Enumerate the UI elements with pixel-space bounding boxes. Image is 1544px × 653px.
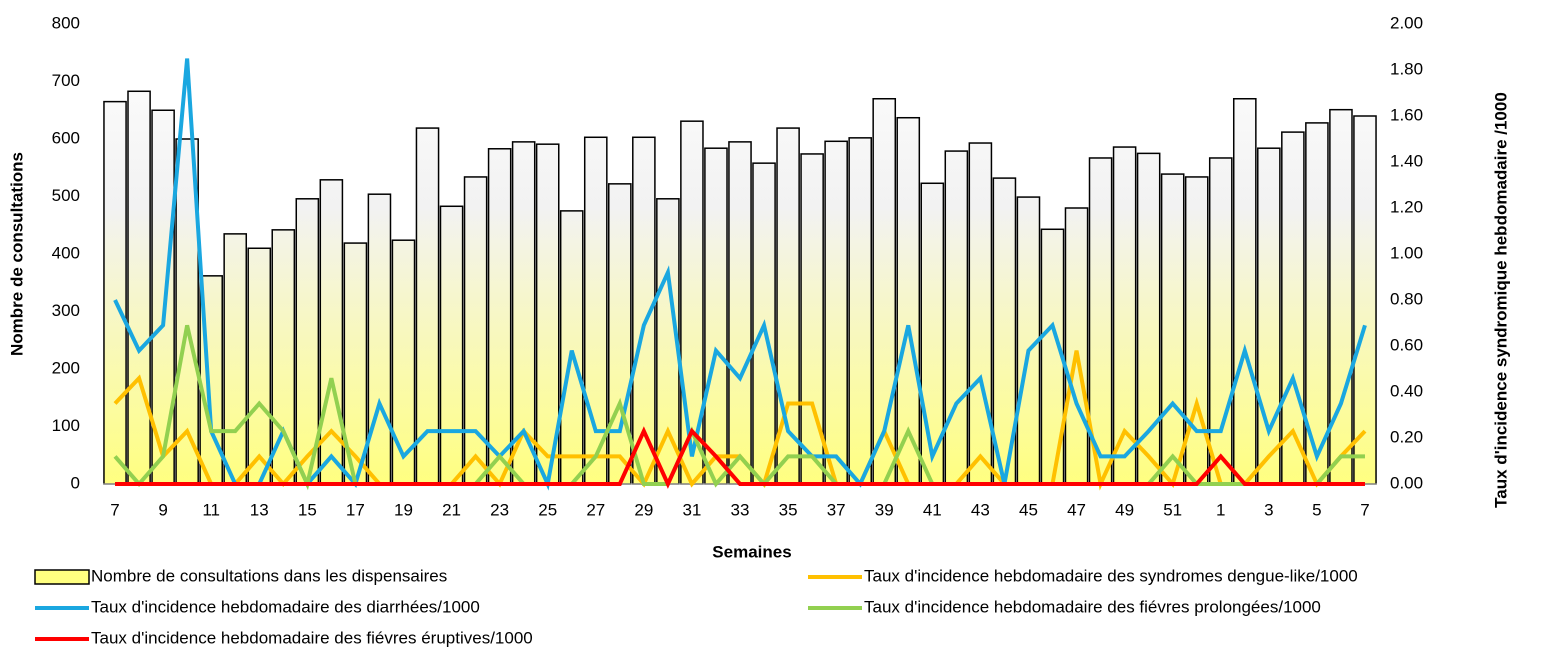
x-tick-label: 15	[298, 500, 317, 519]
x-tick-label: 51	[1163, 500, 1182, 519]
x-tick-label: 5	[1312, 500, 1321, 519]
y-tick-label: 100	[52, 416, 80, 435]
line	[113, 324, 1365, 491]
bar	[1160, 173, 1185, 485]
bar	[968, 142, 993, 485]
x-tick-label: 29	[634, 500, 653, 519]
x-tick-label: 21	[442, 500, 461, 519]
x-tick-label: 25	[538, 500, 557, 519]
y2-tick-label: 1.40	[1390, 151, 1423, 170]
bar	[1136, 152, 1161, 485]
bar	[824, 140, 848, 485]
x-tick-label: 23	[490, 500, 509, 519]
y-axis-title: Nombre de consultations	[7, 152, 26, 356]
bar	[944, 150, 969, 485]
legend-label: Taux d'incidence hebdomadaire des fiévre…	[864, 597, 1321, 616]
x-tick-label: 45	[1019, 500, 1038, 519]
legend-label: Nombre de consultations dans les dispens…	[91, 566, 447, 585]
bar	[1329, 108, 1353, 485]
bar	[103, 100, 127, 485]
bar	[704, 147, 728, 485]
bar	[1353, 115, 1377, 485]
legend-label: Taux d'incidence hebdomadaire des fiévre…	[91, 628, 533, 647]
x-tick-label: 11	[202, 500, 220, 519]
x-tick-label: 37	[827, 500, 846, 519]
x-tick-label: 47	[1067, 500, 1086, 519]
x-tick-label: 43	[971, 500, 990, 519]
y2-tick-label: 0.40	[1390, 381, 1423, 400]
y2-tick-label: 2.00	[1390, 13, 1423, 32]
x-tick-label: 33	[731, 500, 750, 519]
x-tick-label: 41	[923, 500, 942, 519]
x-tick-label: 17	[346, 500, 365, 519]
y-tick-label: 800	[52, 13, 80, 32]
y-tick-label: 700	[52, 71, 80, 90]
bar	[848, 137, 872, 485]
bar	[247, 247, 272, 485]
x-tick-label: 31	[682, 500, 701, 519]
x-tick-label: 27	[586, 500, 605, 519]
y-tick-label: 0	[71, 473, 80, 492]
legend-label: Taux d'incidence hebdomadaire des syndro…	[864, 566, 1358, 585]
bar	[1184, 176, 1209, 485]
y2-tick-label: 1.80	[1390, 59, 1423, 78]
x-tick-label: 7	[110, 500, 119, 519]
x-tick-label: 19	[394, 500, 413, 519]
y-tick-label: 600	[52, 128, 80, 147]
bar	[223, 233, 248, 485]
y2-tick-label: 0.60	[1390, 335, 1423, 354]
x-tick-label: 9	[158, 500, 167, 519]
bar	[1232, 98, 1257, 485]
y2-tick-label: 1.60	[1390, 105, 1423, 124]
x-tick-label: 7	[1360, 500, 1369, 519]
x-tick-label: 49	[1115, 500, 1134, 519]
x-tick-label: 3	[1264, 500, 1273, 519]
y2-axis-title: Taux d'incidence syndromique hebdomadair…	[1491, 92, 1510, 508]
bar	[439, 205, 464, 485]
x-tick-label: 1	[1216, 500, 1225, 519]
y-tick-label: 200	[52, 358, 80, 377]
x-tick-label: 39	[875, 500, 894, 519]
x-axis-title: Semaines	[712, 542, 791, 561]
bar	[1064, 207, 1089, 485]
bar	[127, 90, 151, 485]
bar	[1208, 157, 1233, 485]
line	[113, 58, 1367, 491]
legend-swatch	[34, 569, 90, 585]
bar	[487, 148, 512, 485]
y2-tick-label: 1.20	[1390, 197, 1423, 216]
y2-tick-label: 0.80	[1390, 289, 1423, 308]
line	[115, 426, 1365, 489]
y2-tick-label: 0.00	[1390, 473, 1423, 492]
legend-label: Taux d'incidence hebdomadaire des diarrh…	[91, 597, 480, 616]
y2-tick-label: 0.20	[1390, 427, 1423, 446]
y2-tick-label: 1.00	[1390, 243, 1423, 262]
y-tick-label: 500	[52, 186, 80, 205]
y-tick-label: 400	[52, 243, 80, 262]
bar	[559, 210, 584, 485]
bar	[367, 193, 392, 485]
y-tick-label: 300	[52, 301, 80, 320]
x-tick-label: 13	[250, 500, 269, 519]
x-tick-label: 35	[779, 500, 798, 519]
bar	[608, 183, 632, 485]
bar	[728, 141, 752, 485]
